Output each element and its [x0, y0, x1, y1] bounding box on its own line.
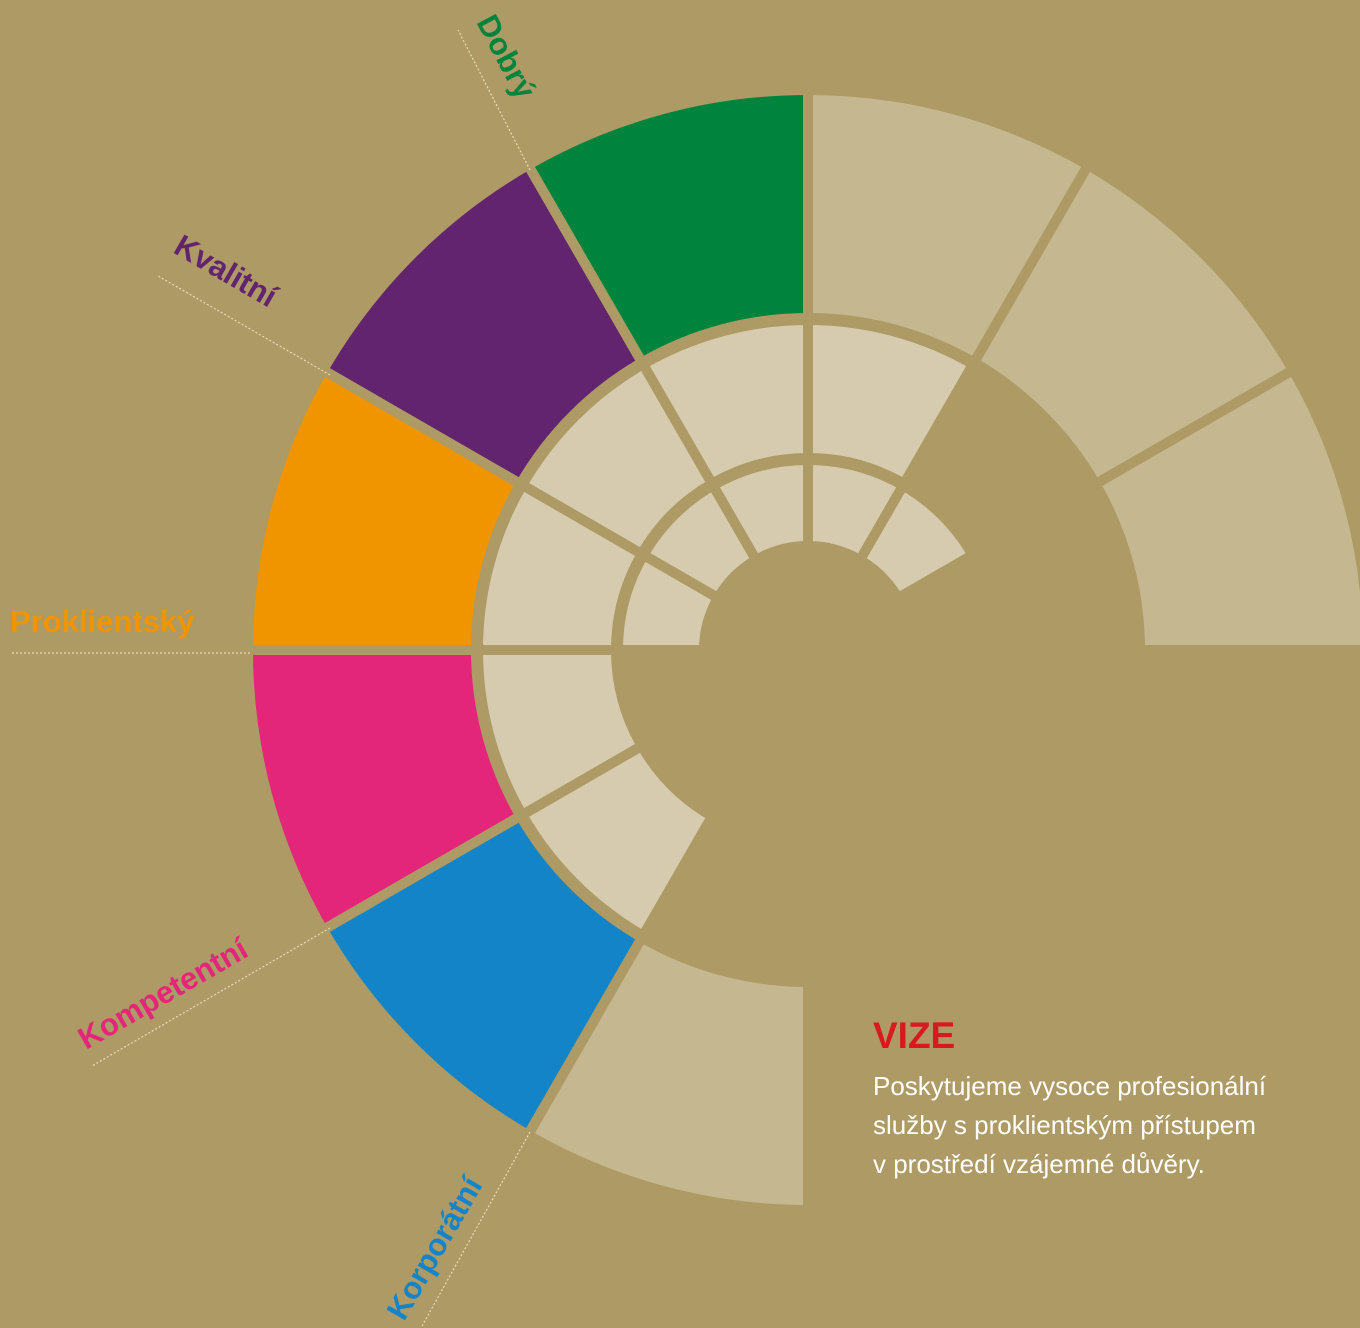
vision-text: Poskytujeme vysoce profesionální: [873, 1071, 1267, 1101]
vision-title: VIZE: [873, 1015, 955, 1056]
leader-line: [157, 275, 331, 376]
vision-text: v prostředí vzájemné důvěry.: [873, 1149, 1205, 1179]
label: Dobrý: [470, 9, 543, 105]
leader-lines: [10, 29, 531, 1327]
ring-segment: [515, 739, 719, 943]
leader-line: [91, 927, 331, 1067]
rings: [242, 84, 1360, 1216]
ring-segment: [612, 548, 725, 655]
leader-line: [421, 1131, 531, 1327]
ring-segment: [521, 930, 813, 1216]
label: Kompetentní: [72, 930, 255, 1056]
label: Proklientský: [10, 604, 195, 639]
label: Kvalitní: [169, 228, 285, 315]
vision-text: služby s proklientským přístupem: [873, 1110, 1256, 1140]
label: Korporátní: [380, 1170, 490, 1326]
